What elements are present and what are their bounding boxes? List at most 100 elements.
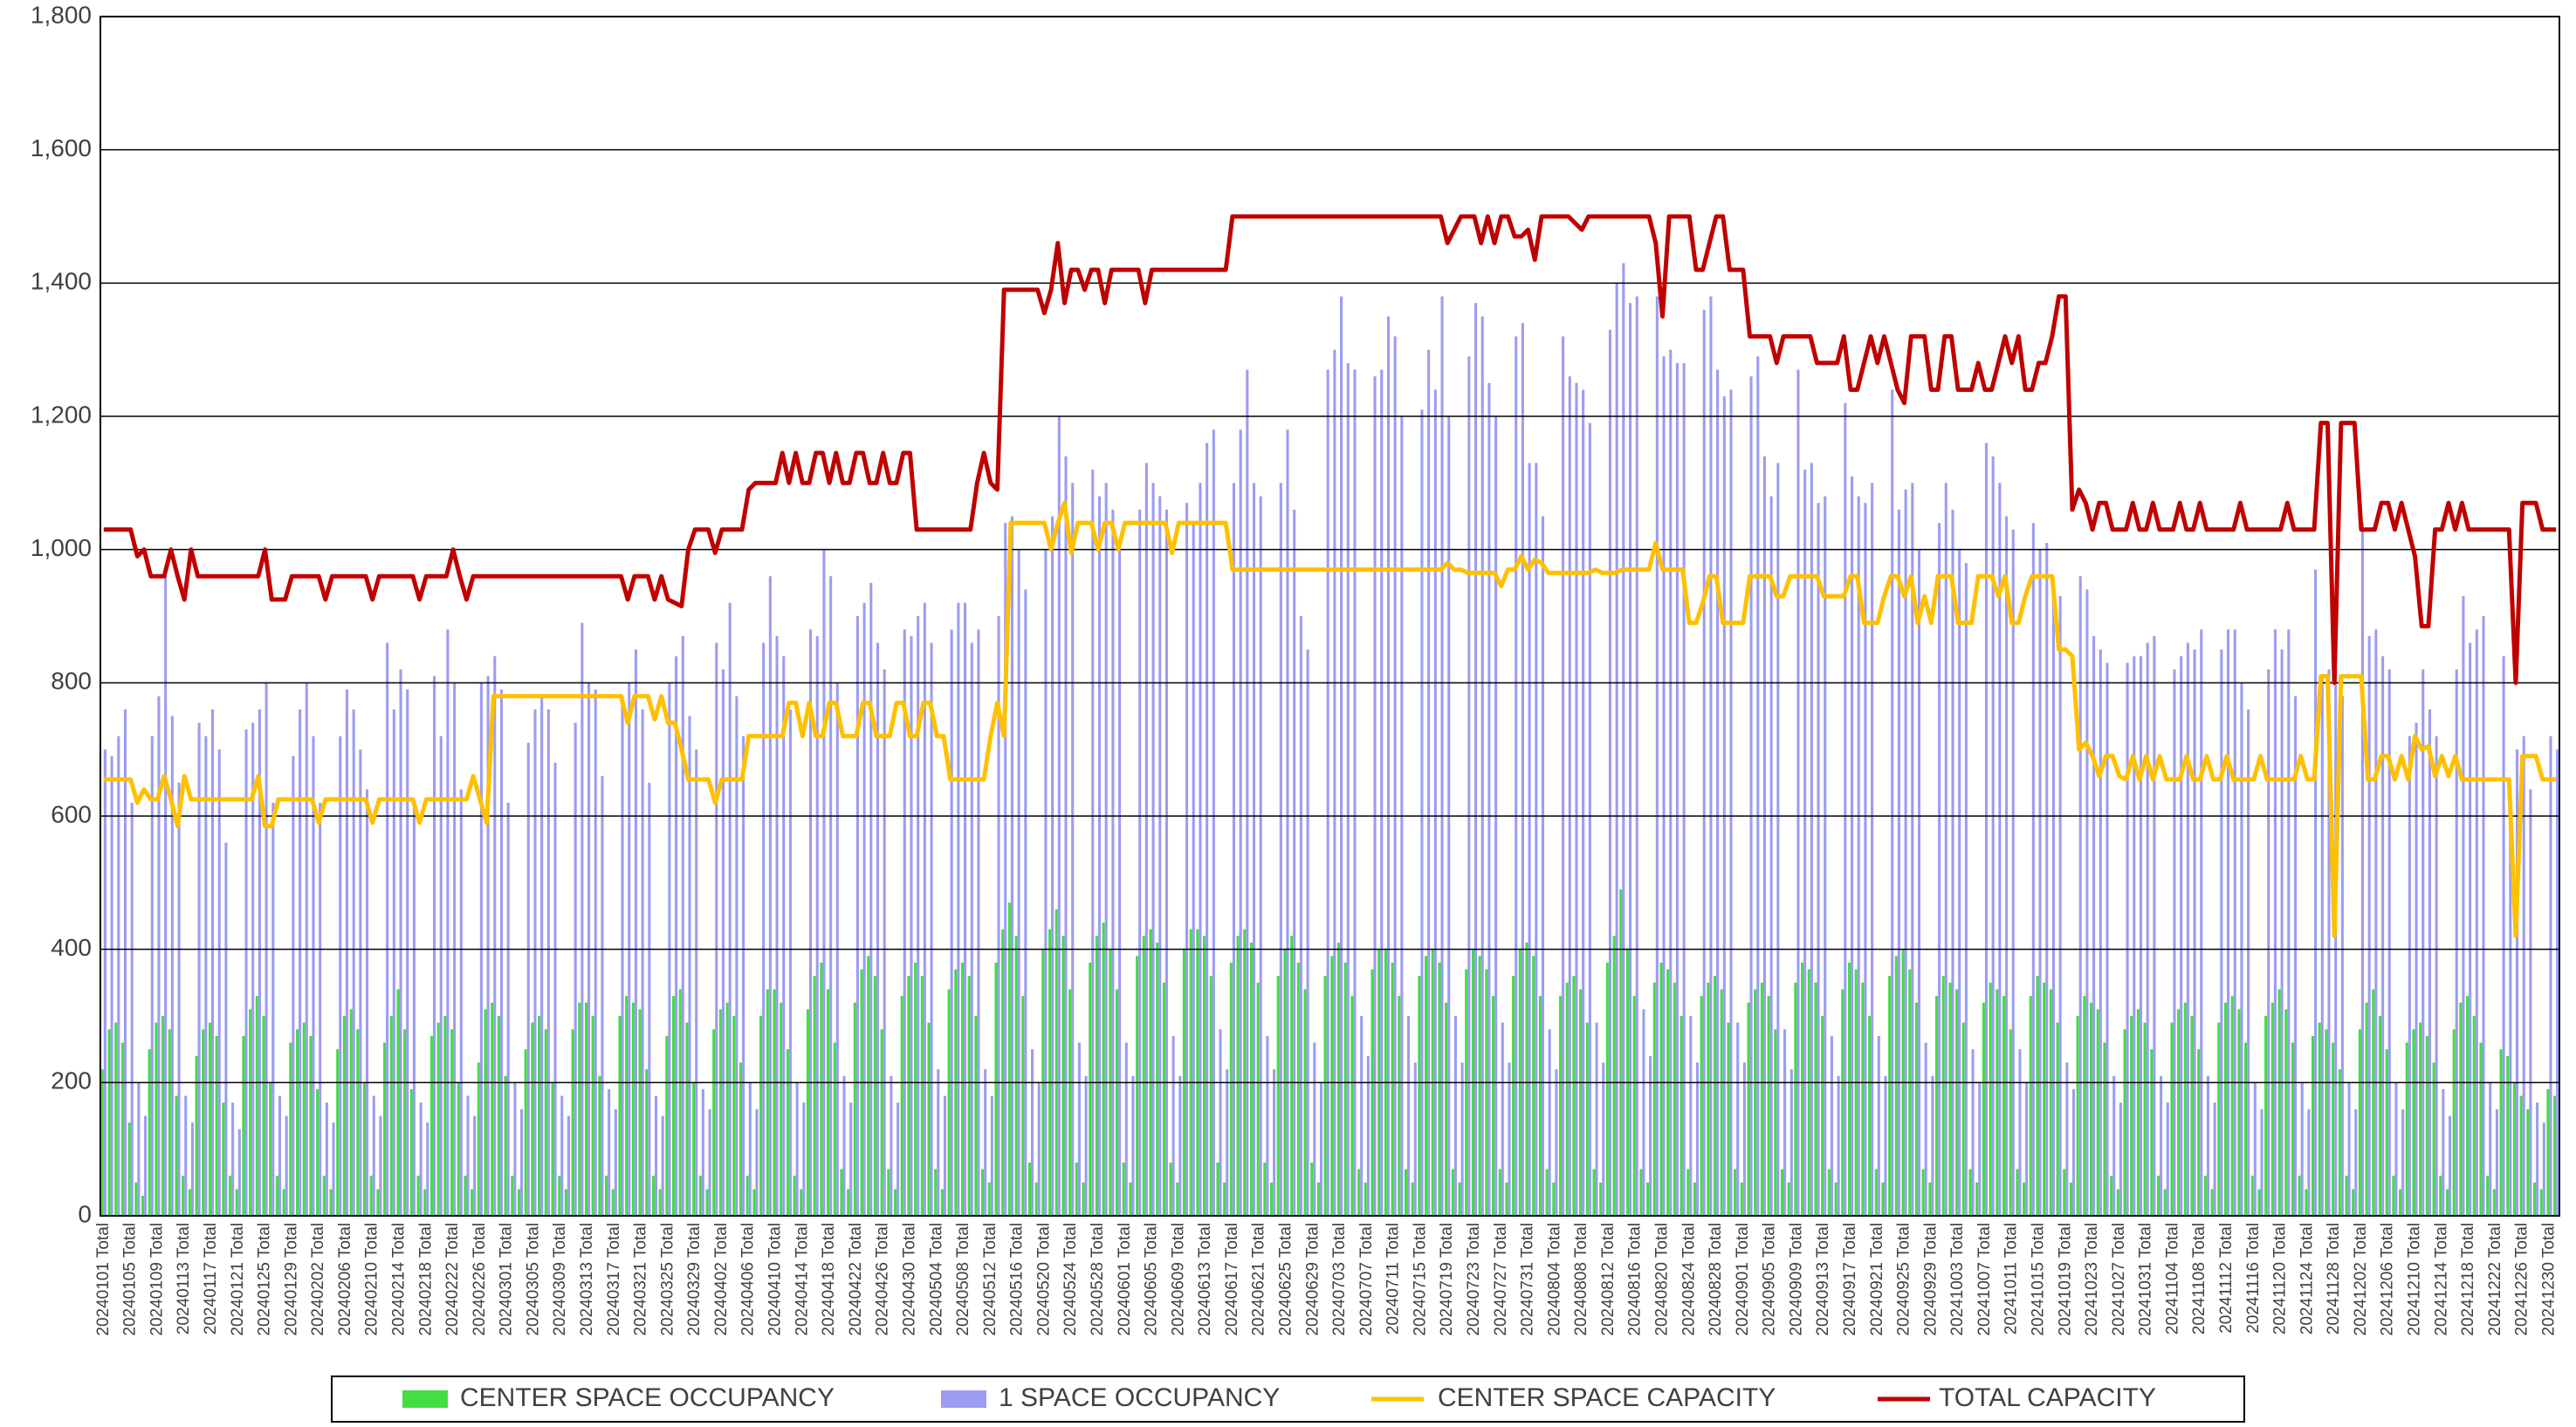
bar	[1646, 1182, 1650, 1216]
bar	[2247, 709, 2250, 1216]
bar	[675, 655, 678, 1216]
bar	[1095, 936, 1098, 1216]
x-tick-label: 20241023 Total	[2083, 1223, 2101, 1336]
bar	[2495, 1108, 2498, 1216]
bar	[1286, 429, 1289, 1216]
x-tick-label: 20241124 Total	[2298, 1223, 2316, 1334]
bar	[312, 736, 315, 1216]
bar	[2459, 1002, 2463, 1216]
bar	[217, 749, 221, 1216]
bar	[1928, 1182, 1932, 1216]
bar	[1642, 1009, 1645, 1216]
bar	[1420, 409, 1424, 1216]
bar	[1575, 382, 1578, 1216]
bar	[833, 1042, 836, 1216]
x-tick-label: 20241027 Total	[2110, 1223, 2128, 1336]
bar	[493, 655, 497, 1216]
bar	[383, 1042, 387, 1216]
bar	[840, 1169, 843, 1216]
bar	[558, 1176, 561, 1216]
bar	[1615, 283, 1618, 1216]
bar	[224, 842, 228, 1216]
bar	[1821, 1016, 1824, 1216]
bar	[1888, 976, 1892, 1216]
bar	[1619, 888, 1623, 1216]
bar	[1131, 1075, 1135, 1216]
bar	[1639, 1169, 1643, 1216]
bar	[1249, 943, 1253, 1216]
bar	[258, 709, 261, 1216]
bar	[1144, 463, 1148, 1216]
bar	[802, 1102, 806, 1216]
bar	[1316, 1182, 1320, 1216]
bar	[1864, 503, 1867, 1216]
bar	[608, 1088, 611, 1216]
bar	[1897, 509, 1900, 1216]
bar	[1659, 962, 1663, 1216]
bar	[2139, 655, 2143, 1216]
bar	[190, 1122, 194, 1216]
bar	[242, 1035, 245, 1216]
bar	[392, 709, 395, 1216]
x-tick-label: 20240218 Total	[416, 1223, 435, 1336]
bar	[1118, 549, 1122, 1216]
bar	[923, 602, 926, 1216]
bar	[1370, 969, 1374, 1216]
bar	[1629, 303, 1632, 1216]
bar	[2506, 1055, 2510, 1216]
bar	[249, 1009, 252, 1216]
bar	[1350, 996, 1354, 1216]
bar	[594, 689, 597, 1216]
x-tick-label: 20241210 Total	[2406, 1223, 2424, 1336]
x-tick-label: 20240309 Total	[551, 1223, 569, 1336]
bar	[450, 1029, 454, 1216]
bar	[1084, 1075, 1088, 1216]
x-tick-label: 20241226 Total	[2513, 1223, 2531, 1336]
y-tick-label: 1,400	[31, 268, 92, 295]
bar	[2509, 816, 2512, 1216]
bar	[1097, 496, 1102, 1216]
bar	[591, 1016, 594, 1216]
bar	[1024, 589, 1027, 1216]
bar	[2442, 1088, 2445, 1216]
bar	[1203, 936, 1206, 1216]
bar	[964, 602, 967, 1216]
bar	[1487, 382, 1491, 1216]
bar	[1364, 1182, 1367, 1216]
bar	[497, 1016, 500, 1216]
bar	[712, 1029, 716, 1216]
bar	[349, 1009, 353, 1216]
bar	[1290, 936, 1294, 1216]
bar	[1440, 296, 1444, 1217]
bar	[2325, 1029, 2328, 1216]
bar	[732, 1016, 736, 1216]
bar	[1579, 989, 1583, 1216]
bar	[2078, 576, 2082, 1216]
x-tick-label: 20240516 Total	[1008, 1223, 1027, 1336]
bar	[1521, 323, 1524, 1217]
bar	[150, 736, 154, 1216]
bar	[1538, 996, 1542, 1216]
bar	[671, 996, 676, 1216]
bar	[2257, 1189, 2261, 1216]
bar	[987, 1182, 991, 1216]
bar	[1407, 1016, 1411, 1216]
bar	[1568, 376, 1571, 1216]
y-tick-label: 1,000	[31, 534, 92, 561]
bar	[302, 1022, 306, 1216]
bar	[2038, 549, 2042, 1216]
x-tick-label: 20240210 Total	[363, 1223, 381, 1336]
bar	[1232, 483, 1235, 1216]
bar	[164, 576, 168, 1216]
bar	[1017, 549, 1020, 1216]
bar	[2056, 1022, 2059, 1216]
bar	[2372, 989, 2375, 1216]
bar	[766, 989, 769, 1216]
bar	[1844, 402, 1847, 1216]
bar	[1273, 1069, 1276, 1216]
x-tick-label: 20240905 Total	[1761, 1223, 1779, 1336]
bar	[2009, 1029, 2012, 1216]
bar	[1622, 263, 1625, 1216]
bar	[1649, 1055, 1652, 1216]
bar	[1158, 496, 1162, 1216]
